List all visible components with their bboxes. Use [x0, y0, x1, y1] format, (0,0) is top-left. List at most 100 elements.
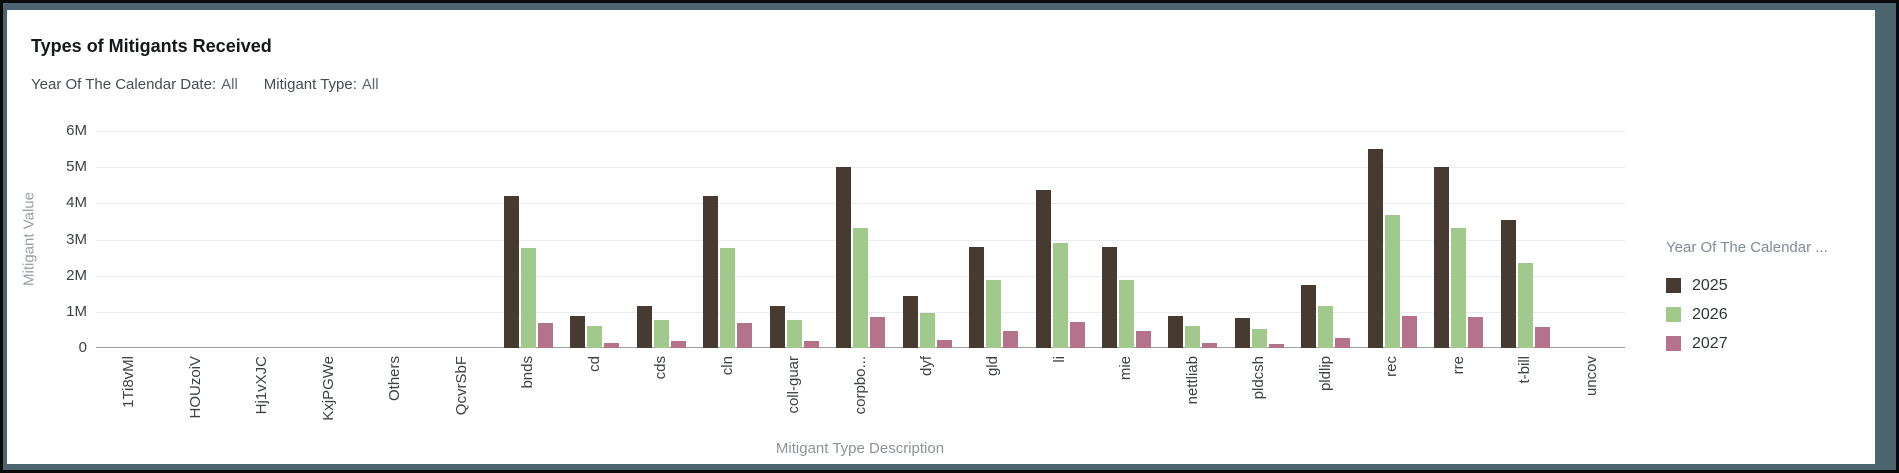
bar-dyf-2027[interactable]	[936, 340, 952, 348]
x-axis-label-t-bill: t-bill	[1516, 356, 1533, 384]
bar-nettliab-2027[interactable]	[1202, 343, 1218, 348]
gridline	[96, 167, 1625, 168]
filter-summary: Year Of The Calendar Date: All Mitigant Ty…	[31, 76, 405, 93]
bar-mie-2025[interactable]	[1102, 246, 1117, 348]
legend: Year Of The Calendar ... 2025 2026 2027	[1666, 239, 1828, 358]
legend-items: 2025 2026 2027	[1666, 271, 1828, 358]
bar-cln-2025[interactable]	[703, 196, 719, 348]
bar-gld-2026[interactable]	[986, 280, 1002, 348]
bar-rre-2026[interactable]	[1451, 227, 1467, 348]
bar-group-bnds	[495, 131, 561, 348]
x-axis-label-gld: gld	[984, 356, 1001, 377]
bar-mie-2027[interactable]	[1136, 331, 1151, 348]
bar-cd-2026[interactable]	[587, 326, 603, 348]
bar-t-bill-2027[interactable]	[1534, 327, 1550, 348]
bar-bnds-2026[interactable]	[520, 247, 536, 348]
bar-pldlip-2025[interactable]	[1301, 284, 1317, 348]
bar-corpbo...-2027[interactable]	[870, 317, 886, 348]
bar-group-1Ti8vMl	[96, 131, 162, 348]
x-axis-label-rre: rre	[1450, 356, 1467, 375]
bar-t-bill-2025[interactable]	[1500, 219, 1516, 348]
x-axis-label-bnds: bnds	[519, 356, 536, 389]
bar-pldcsh-2026[interactable]	[1251, 328, 1267, 348]
bar-corpbo...-2025[interactable]	[836, 167, 852, 348]
bar-cds-2026[interactable]	[653, 319, 669, 348]
bar-corpbo...-2026[interactable]	[853, 227, 869, 348]
x-axis-label-coll-guar: coll-guar	[785, 356, 802, 414]
bar-pldcsh-2027[interactable]	[1268, 343, 1284, 348]
bar-gld-2025[interactable]	[969, 246, 985, 348]
bar-rec-2025[interactable]	[1367, 149, 1383, 348]
bar-rec-2026[interactable]	[1384, 215, 1400, 348]
bar-group-Others	[362, 131, 428, 348]
bar-cds-2025[interactable]	[636, 306, 652, 348]
x-axis-label-cds: cds	[652, 356, 669, 380]
bar-li-2026[interactable]	[1052, 243, 1068, 348]
bar-group-gld	[960, 131, 1026, 348]
gridline	[96, 131, 1625, 132]
bar-cln-2026[interactable]	[720, 247, 736, 348]
bar-nettliab-2026[interactable]	[1185, 326, 1201, 348]
bar-group-coll-guar	[761, 131, 827, 348]
bar-group-cln	[694, 131, 760, 348]
filter-mitigant-type: Mitigant Type: All	[264, 76, 379, 93]
bar-group-Hj1vXJC	[229, 131, 295, 348]
bar-li-2027[interactable]	[1069, 322, 1085, 348]
bar-li-2025[interactable]	[1035, 189, 1051, 348]
bar-pldlip-2027[interactable]	[1335, 337, 1351, 348]
y-axis-tick-label: 3M	[66, 231, 87, 248]
legend-item-2027[interactable]: 2027	[1666, 329, 1828, 358]
bar-cd-2025[interactable]	[570, 315, 586, 348]
legend-swatch-2026	[1666, 307, 1681, 322]
bar-rec-2027[interactable]	[1401, 315, 1417, 348]
bar-pldcsh-2025[interactable]	[1234, 318, 1250, 348]
bar-dyf-2026[interactable]	[919, 312, 935, 348]
bar-group-cds	[628, 131, 694, 348]
bar-bnds-2025[interactable]	[503, 196, 519, 348]
bar-group-uncov	[1559, 131, 1625, 348]
x-axis-label-cd: cd	[586, 356, 603, 372]
bar-group-rec	[1359, 131, 1425, 348]
bar-group-HOUzoiV	[162, 131, 228, 348]
bar-cds-2027[interactable]	[670, 340, 686, 348]
bar-coll-guar-2027[interactable]	[803, 340, 819, 348]
x-axis-label-QcvrSbF: QcvrSbF	[453, 356, 470, 416]
bar-cln-2027[interactable]	[737, 323, 753, 348]
x-axis-title: Mitigant Type Description	[775, 440, 945, 457]
window-frame: Types of Mitigants Received Year Of The …	[3, 3, 1896, 470]
bar-pldlip-2026[interactable]	[1318, 306, 1334, 348]
bar-group-mie	[1093, 131, 1159, 348]
bar-rre-2027[interactable]	[1468, 316, 1484, 348]
x-axis-label-pldcsh: pldcsh	[1250, 356, 1267, 400]
bar-t-bill-2026[interactable]	[1517, 263, 1533, 348]
filter-year: Year Of The Calendar Date: All	[31, 76, 238, 93]
x-axis-label-Others: Others	[386, 356, 403, 402]
legend-item-2026[interactable]: 2026	[1666, 300, 1828, 329]
bar-group-t-bill	[1492, 131, 1558, 348]
plot-area	[96, 131, 1625, 348]
bar-bnds-2027[interactable]	[537, 323, 553, 348]
bar-dyf-2025[interactable]	[902, 295, 918, 348]
bar-cd-2027[interactable]	[604, 342, 620, 348]
x-axis-label-Hj1vXJC: Hj1vXJC	[253, 356, 270, 415]
filter-year-label: Year Of The Calendar Date:	[31, 76, 217, 93]
x-axis-label-HOUzoiV: HOUzoiV	[187, 356, 204, 419]
legend-title: Year Of The Calendar ...	[1666, 239, 1828, 256]
x-axis-label-cln: cln	[719, 356, 736, 376]
bar-group-cd	[561, 131, 627, 348]
bar-coll-guar-2026[interactable]	[786, 319, 802, 348]
bar-gld-2027[interactable]	[1003, 331, 1019, 348]
y-axis-tick-label: 1M	[66, 303, 87, 320]
bar-group-li	[1027, 131, 1093, 348]
bar-coll-guar-2025[interactable]	[769, 306, 785, 348]
bar-mie-2026[interactable]	[1119, 280, 1134, 348]
x-axis-label-KxjPGWe: KxjPGWe	[320, 356, 337, 421]
legend-swatch-2025	[1666, 278, 1681, 293]
bar-nettliab-2025[interactable]	[1168, 315, 1184, 348]
filter-mitigant-type-label: Mitigant Type:	[263, 76, 357, 93]
bar-groups	[96, 131, 1625, 348]
chart-title: Types of Mitigants Received	[31, 36, 272, 56]
legend-item-2025[interactable]: 2025	[1666, 271, 1828, 300]
bar-group-dyf	[894, 131, 960, 348]
bar-rre-2025[interactable]	[1434, 167, 1450, 348]
